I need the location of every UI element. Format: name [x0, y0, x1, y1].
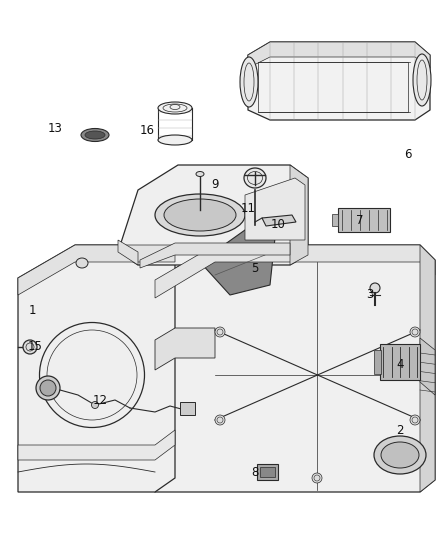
Polygon shape: [290, 165, 308, 265]
Ellipse shape: [215, 415, 225, 425]
Ellipse shape: [381, 442, 419, 468]
Text: 8: 8: [251, 465, 259, 479]
Polygon shape: [245, 178, 305, 240]
Polygon shape: [257, 464, 278, 480]
Polygon shape: [118, 165, 308, 265]
Ellipse shape: [85, 131, 105, 139]
Ellipse shape: [240, 57, 258, 107]
Text: 4: 4: [396, 359, 404, 372]
Text: 3: 3: [366, 288, 374, 302]
Ellipse shape: [40, 380, 56, 396]
Ellipse shape: [312, 473, 322, 483]
Polygon shape: [260, 467, 275, 477]
Ellipse shape: [155, 194, 245, 236]
Polygon shape: [155, 245, 435, 298]
Text: 13: 13: [48, 122, 63, 134]
Ellipse shape: [23, 340, 37, 354]
Ellipse shape: [158, 102, 192, 114]
Polygon shape: [332, 214, 338, 226]
Ellipse shape: [81, 128, 109, 141]
Ellipse shape: [36, 376, 60, 400]
Ellipse shape: [410, 327, 420, 337]
Text: 15: 15: [28, 341, 42, 353]
Polygon shape: [420, 338, 435, 395]
Polygon shape: [180, 402, 195, 415]
Polygon shape: [380, 344, 420, 380]
Ellipse shape: [370, 283, 380, 293]
Polygon shape: [155, 328, 215, 370]
Ellipse shape: [164, 199, 236, 231]
Text: 6: 6: [404, 149, 412, 161]
Polygon shape: [140, 245, 435, 492]
Text: 11: 11: [240, 201, 255, 214]
Text: 1: 1: [28, 303, 36, 317]
Text: 5: 5: [251, 262, 259, 274]
Polygon shape: [262, 215, 296, 226]
Text: 12: 12: [92, 393, 107, 407]
Polygon shape: [140, 243, 290, 268]
Ellipse shape: [374, 436, 426, 474]
Polygon shape: [118, 240, 138, 265]
Polygon shape: [200, 230, 275, 295]
Ellipse shape: [92, 401, 99, 408]
Ellipse shape: [196, 172, 204, 176]
Polygon shape: [374, 350, 381, 374]
Ellipse shape: [410, 415, 420, 425]
Text: 7: 7: [356, 214, 364, 227]
Polygon shape: [18, 245, 175, 295]
Text: 2: 2: [396, 424, 404, 437]
Polygon shape: [420, 245, 435, 492]
Text: 10: 10: [271, 219, 286, 231]
Text: 16: 16: [139, 124, 155, 136]
Polygon shape: [18, 430, 175, 460]
Ellipse shape: [244, 168, 266, 188]
Ellipse shape: [413, 54, 431, 106]
Polygon shape: [18, 245, 175, 492]
Polygon shape: [248, 42, 430, 120]
Ellipse shape: [215, 327, 225, 337]
Ellipse shape: [158, 135, 192, 145]
Polygon shape: [248, 42, 430, 68]
Text: 9: 9: [211, 179, 219, 191]
Ellipse shape: [76, 258, 88, 268]
Polygon shape: [338, 208, 390, 232]
